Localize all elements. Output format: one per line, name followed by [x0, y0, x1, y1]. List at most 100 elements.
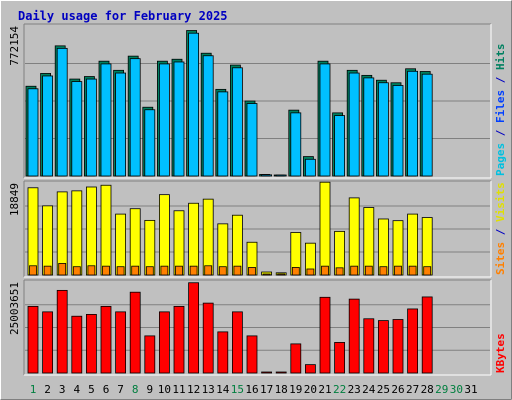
x-tick-label-day-29: 29: [435, 383, 448, 396]
bar-files-day-17: [261, 174, 273, 177]
bar-files-day-21: [319, 63, 331, 177]
x-tick-label-day-12: 12: [187, 383, 200, 396]
bar-files-day-8: [129, 58, 141, 177]
bar-files-day-12: [188, 32, 200, 177]
bar-files-day-25: [377, 82, 389, 177]
x-tick-label-day-31: 31: [464, 383, 477, 396]
y-max-label: 18849: [8, 183, 21, 216]
bar-kbytes-day-7: [115, 311, 126, 374]
bar-visits-day-4: [71, 190, 83, 276]
x-tick-label-day-8: 8: [132, 383, 139, 396]
bar-kbytes-day-6: [100, 305, 112, 374]
series-legend-label: Sites / Visits: [494, 182, 507, 275]
x-tick-label-day-17: 17: [260, 383, 273, 396]
bar-files-day-1: [27, 88, 39, 177]
bar-kbytes-day-20: [304, 364, 316, 374]
bar-sites-day-4: [72, 266, 81, 276]
bar-visits-day-5: [86, 186, 97, 276]
legend-part: /: [494, 123, 507, 143]
bar-sites-day-26: [394, 265, 402, 276]
bar-files-day-26: [392, 85, 404, 177]
x-tick-label-day-26: 26: [391, 383, 404, 396]
x-tick-label-day-24: 24: [362, 383, 376, 396]
bar-sites-day-16: [248, 267, 256, 276]
bar-files-day-11: [173, 61, 185, 177]
bar-files-day-10: [158, 63, 170, 177]
bar-sites-day-13: [204, 265, 213, 276]
x-tick-label-day-30: 30: [450, 383, 463, 396]
x-tick-label-day-20: 20: [304, 383, 317, 396]
x-tick-label-day-13: 13: [202, 383, 215, 396]
bar-kbytes-day-25: [377, 320, 389, 374]
bar-kbytes-day-27: [407, 308, 419, 374]
bar-visits-day-24: [363, 207, 375, 276]
bar-files-day-14: [217, 91, 229, 177]
bar-visits-day-6: [100, 184, 112, 276]
legend-part: /: [494, 70, 507, 90]
bar-sites-day-18: [277, 273, 286, 276]
bar-sites-day-6: [102, 265, 110, 276]
x-tick-label-day-15: 15: [231, 383, 244, 396]
x-tick-label-day-28: 28: [421, 383, 434, 396]
bar-files-day-9: [144, 109, 156, 177]
series-legend-label: Pages / Files / Hits: [494, 44, 507, 177]
bar-files-day-24: [363, 77, 375, 177]
legend-part: KBytes: [494, 333, 507, 373]
bar-files-day-16: [246, 103, 258, 177]
chart-panels: 772154 Pages / Files / Hits 18849 Sites / V…: [8, 23, 507, 376]
x-tick-label-day-5: 5: [88, 383, 95, 396]
bar-kbytes-day-17: [261, 371, 273, 374]
bar-visits-day-12: [188, 202, 200, 276]
x-tick-label-day-4: 4: [73, 383, 80, 396]
legend-part: Files: [494, 90, 507, 123]
bar-files-day-15: [231, 67, 243, 177]
x-tick-label-day-3: 3: [59, 383, 66, 396]
bar-kbytes-day-12: [188, 282, 200, 374]
bar-visits-day-21: [319, 181, 331, 276]
legend-part: Visits: [494, 182, 507, 222]
bar-kbytes-day-23: [348, 298, 360, 374]
bar-visits-day-10: [158, 194, 170, 276]
bar-sites-day-17: [262, 273, 271, 276]
bar-sites-day-28: [423, 266, 432, 276]
bar-files-day-2: [42, 75, 53, 177]
bar-kbytes-day-13: [202, 302, 214, 374]
bar-files-day-23: [348, 72, 360, 177]
x-tick-label-day-10: 10: [158, 383, 171, 396]
bar-visits-day-1: [27, 187, 39, 276]
bar-sites-day-22: [335, 267, 344, 276]
bar-files-day-7: [115, 72, 126, 177]
bar-visits-day-13: [202, 198, 214, 276]
x-tick-label-day-19: 19: [289, 383, 302, 396]
bar-files-day-22: [334, 115, 346, 177]
bar-sites-day-8: [131, 265, 140, 276]
bar-kbytes-day-28: [421, 296, 433, 374]
bar-kbytes-day-2: [42, 311, 53, 374]
bar-files-day-28: [421, 73, 433, 177]
bar-files-day-13: [202, 55, 214, 177]
bar-visits-day-7: [115, 213, 126, 276]
bar-files-day-27: [407, 70, 419, 177]
x-tick-label-day-25: 25: [377, 383, 390, 396]
legend-part: Pages: [494, 143, 507, 176]
bar-sites-day-7: [116, 266, 125, 276]
x-tick-label-day-22: 22: [333, 383, 346, 396]
bar-kbytes-day-18: [275, 371, 287, 374]
bar-kbytes-day-16: [246, 335, 258, 374]
bar-sites-day-10: [160, 265, 169, 276]
bar-kbytes-day-21: [319, 296, 331, 374]
chart-title: Daily usage for February 2025: [18, 9, 228, 23]
x-axis-labels: 1 2 3 4 5 6 7 8 9 10 11 12 13 14 15 16 17 18 19 20 21 22 23 24 2…: [30, 383, 478, 396]
series-legend-label: KBytes: [494, 333, 507, 373]
panel-1: 772154 Pages / Files / Hits: [8, 23, 507, 179]
panel-2: 18849 Sites / Visits: [8, 180, 507, 278]
bar-visits-day-8: [129, 208, 141, 276]
x-tick-label-day-11: 11: [172, 383, 185, 396]
x-tick-label-day-1: 1: [30, 383, 37, 396]
bar-sites-day-21: [321, 265, 329, 276]
bar-kbytes-day-19: [290, 343, 302, 374]
y-max-label: 772154: [8, 26, 21, 66]
x-tick-label-day-2: 2: [44, 383, 51, 396]
